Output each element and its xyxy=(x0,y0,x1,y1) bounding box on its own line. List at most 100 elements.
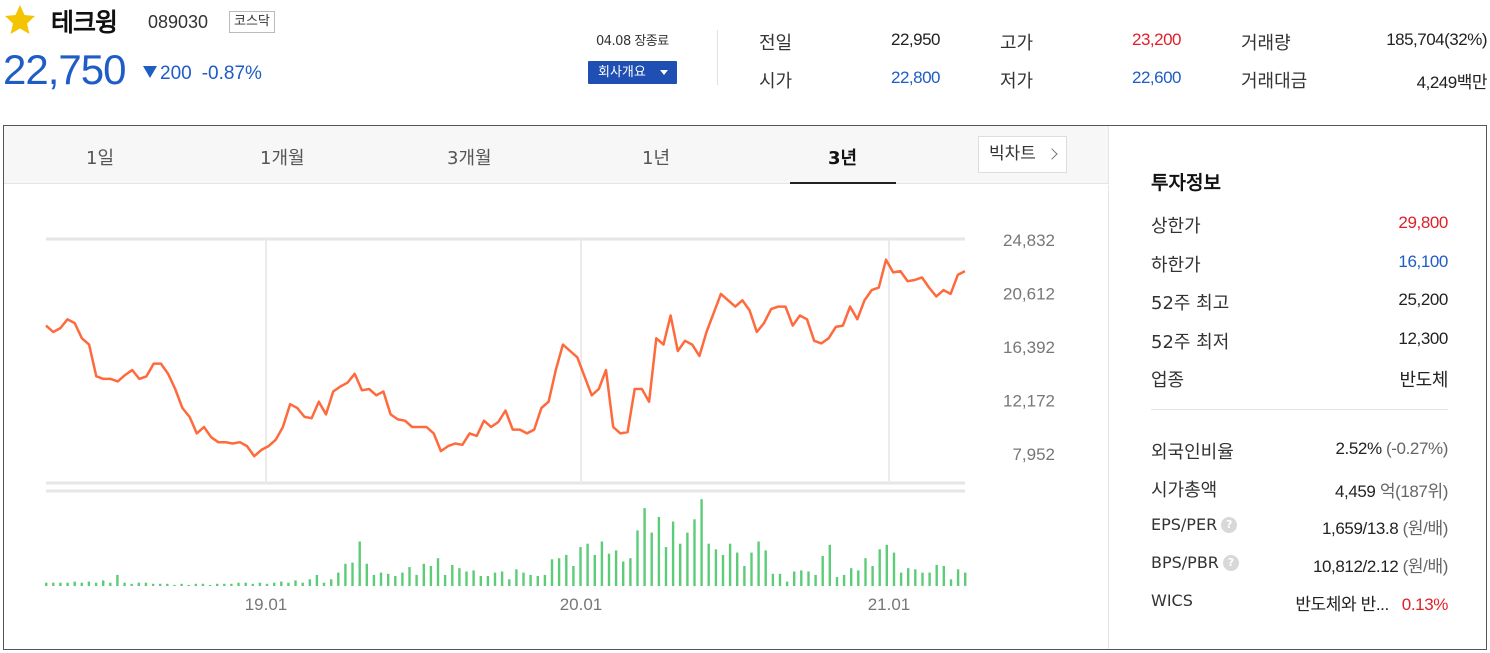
help-icon[interactable]: ? xyxy=(1222,555,1239,571)
wics-change: 0.13% xyxy=(1401,595,1449,614)
volume-bar xyxy=(671,521,675,586)
tab-1year[interactable]: 1년 xyxy=(642,148,671,169)
lower-limit-label: 하한가 xyxy=(1151,255,1201,276)
volume-bar xyxy=(857,570,860,586)
volume-bar xyxy=(422,563,425,587)
volume-bar xyxy=(230,583,233,586)
volume-bar xyxy=(679,543,682,586)
favorite-star-icon[interactable] xyxy=(3,3,37,37)
volume-bar xyxy=(258,582,262,586)
tab-3month[interactable]: 3개월 xyxy=(447,148,492,169)
market-cap-rank: (187위) xyxy=(1395,482,1448,501)
change-amount: 200 xyxy=(160,63,192,84)
volume-bar xyxy=(479,576,482,586)
chart-area: 24,832 20,612 16,392 12,172 7,952 19.01 20.01 2… xyxy=(4,185,1109,649)
52w-high-label: 52주 최고 xyxy=(1151,293,1230,314)
down-triangle-icon xyxy=(143,66,157,78)
volume-bar xyxy=(223,583,226,586)
big-chart-button[interactable]: 빅차트 xyxy=(978,136,1067,173)
volume-bar xyxy=(743,566,746,586)
volume-bar xyxy=(87,581,91,587)
volume-bar xyxy=(458,568,461,586)
volume-bar xyxy=(216,583,219,586)
chart-panel: 1일 1개월 3개월 1년 3년 빅차트 24,832 20,612 16,392 1… xyxy=(3,125,1487,650)
volume-bar xyxy=(472,570,475,586)
current-price: 22,750 xyxy=(3,46,126,93)
big-chart-label: 빅차트 xyxy=(989,144,1036,164)
price-chart[interactable]: 24,832 20,612 16,392 12,172 7,952 19.01 20.01 2… xyxy=(4,185,1108,649)
volume-value: 185,704(32%) xyxy=(1386,30,1487,49)
low-label: 저가 xyxy=(1000,71,1034,92)
volume-bar xyxy=(707,543,710,586)
market-cap-unit: 억 xyxy=(1379,482,1396,501)
volume-bar xyxy=(493,572,497,586)
volume-bar xyxy=(166,583,169,586)
volume-bar xyxy=(607,553,611,586)
volume-bar xyxy=(265,583,269,586)
volume-bar xyxy=(614,550,618,586)
volume-bar xyxy=(408,567,411,586)
volume-bar xyxy=(828,544,831,586)
volume-bar xyxy=(251,583,254,586)
tab-1month[interactable]: 1개월 xyxy=(260,148,305,169)
volume-bar xyxy=(344,563,347,587)
volume-bar xyxy=(379,572,383,586)
x-tick-label: 19.01 xyxy=(245,595,288,614)
open-value: 22,800 xyxy=(891,68,941,87)
bps-pbr: 10,812/2.12 xyxy=(1312,557,1399,576)
divider xyxy=(1151,409,1448,410)
volume-bar xyxy=(757,541,760,586)
high-value: 23,200 xyxy=(1132,30,1182,49)
volume-bar xyxy=(123,582,126,586)
tab-1day[interactable]: 1일 xyxy=(86,148,115,169)
volume-bar xyxy=(942,566,945,586)
volume-bar xyxy=(287,582,290,586)
lower-limit-value: 16,100 xyxy=(1398,252,1448,271)
volume-bar xyxy=(956,569,960,586)
y-tick-label: 20,612 xyxy=(1003,285,1055,304)
volume-bar xyxy=(664,547,668,586)
wics-value[interactable]: 반도체와 반... 0.13% xyxy=(1295,590,1448,615)
volume-bar xyxy=(52,582,55,586)
wics-sector: 반도체와 반... xyxy=(1295,595,1389,614)
volume-bar xyxy=(486,576,490,586)
volume-bar xyxy=(643,508,646,586)
company-info-button[interactable]: 회사개요 xyxy=(588,61,677,84)
volume-bar xyxy=(850,568,853,586)
volume-bar xyxy=(778,573,782,586)
upper-limit-value: 29,800 xyxy=(1398,213,1448,232)
volume-bar xyxy=(871,566,874,586)
volume-bar xyxy=(565,554,568,586)
volume-bar xyxy=(935,564,938,586)
industry-value: 반도체 xyxy=(1399,370,1449,390)
volume-bar xyxy=(372,574,376,586)
volume-bar xyxy=(273,582,276,586)
volume-bar xyxy=(550,559,554,586)
foreign-ratio-change: (-0.27%) xyxy=(1386,439,1448,458)
wics-label: WICS xyxy=(1151,591,1193,610)
volume-bar xyxy=(137,582,140,586)
volume-bar xyxy=(657,517,661,586)
volume-bar xyxy=(315,574,319,586)
caret-down-icon xyxy=(660,70,668,75)
tab-3year[interactable]: 3년 xyxy=(828,148,858,169)
company-info-label: 회사개요 xyxy=(598,65,646,80)
volume-bar xyxy=(358,541,361,586)
52w-low-value: 12,300 xyxy=(1398,329,1448,348)
volume-bar xyxy=(814,574,817,586)
eps-per-label: EPS/PER? xyxy=(1151,515,1238,534)
volume-bar xyxy=(436,558,440,586)
volume-bar xyxy=(793,571,796,586)
volume-bar xyxy=(80,582,83,586)
volume-bar xyxy=(443,574,447,586)
active-tab-indicator xyxy=(790,182,896,184)
help-icon[interactable]: ? xyxy=(1221,517,1238,533)
volume-bar xyxy=(322,582,326,586)
volume-bar xyxy=(736,552,739,586)
volume-bar xyxy=(59,582,62,586)
volume-bar xyxy=(522,572,525,586)
y-tick-label: 12,172 xyxy=(1003,392,1055,411)
volume-bar xyxy=(964,572,967,586)
market-badge: 코스닥 xyxy=(229,11,275,33)
volume-bar xyxy=(714,549,718,586)
